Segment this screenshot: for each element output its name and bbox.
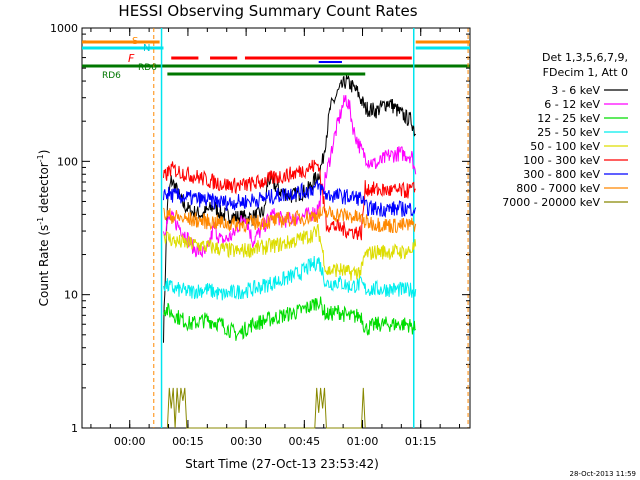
y-axis-label-part-1: Count Rate (s	[37, 225, 51, 307]
timestamp: 28-Oct-2013 11:59	[570, 470, 636, 478]
y-axis-label-exp-2: -1	[36, 154, 45, 162]
x-axis: 00:00 00:15 00:30 00:45 01:00 01:15	[90, 28, 461, 448]
x-tick-label: 00:30	[230, 435, 262, 448]
y-axis-label-part-2: detector	[37, 162, 51, 217]
y-tick-label: 1	[71, 422, 78, 435]
series-line-2	[163, 296, 417, 341]
y-minor-ticks	[82, 33, 470, 389]
x-tick-label: 00:00	[114, 435, 146, 448]
series-line-7	[163, 205, 417, 234]
x-tick-label: 01:15	[405, 435, 437, 448]
flag-label-rd6-b: RD6	[102, 71, 121, 81]
legend-label: 6 - 12 keV	[544, 98, 600, 111]
y-axis: 1 10 100 1000	[50, 22, 470, 435]
series-line-0	[163, 75, 417, 343]
legend-label: 12 - 25 keV	[537, 112, 600, 125]
y-tick-label: 100	[57, 155, 78, 168]
y-tick-label: 10	[64, 289, 78, 302]
y-axis-label: Count Rate (s-1 detector-1)	[36, 150, 51, 307]
legend-header-1: Det 1,3,5,6,7,9,	[542, 51, 628, 64]
plot-frame	[81, 27, 471, 429]
legend-label: 300 - 800 keV	[523, 168, 600, 181]
x-tick-label: 00:45	[288, 435, 320, 448]
flag-label-s: S	[132, 36, 138, 47]
legend-label: 25 - 50 keV	[537, 126, 600, 139]
legend-label: 7000 - 20000 keV	[502, 196, 600, 209]
flag-label-rd6-a: RD6	[138, 63, 157, 73]
flag-label-f: F	[128, 52, 135, 65]
x-axis-label: Start Time (27-Oct-13 23:53:42)	[185, 457, 379, 471]
y-tick-label: 1000	[50, 22, 78, 35]
legend-label: 100 - 300 keV	[523, 154, 600, 167]
x-tick-label: 00:15	[172, 435, 204, 448]
chart-title: HESSI Observing Summary Count Rates	[118, 2, 417, 20]
legend-label: 800 - 7000 keV	[516, 182, 600, 195]
series-line-3	[163, 255, 417, 301]
y-axis-label-exp-1: -1	[36, 217, 45, 225]
legend-label: 50 - 100 keV	[530, 140, 600, 153]
legend-header-2: FDecim 1, Att 0	[543, 66, 628, 79]
series-line-8	[166, 387, 366, 429]
flag-label-n: N	[143, 43, 150, 54]
x-tick-label: 01:00	[347, 435, 379, 448]
plot-area: 00:00 00:15 00:30 00:45 01:00 01:15 1 10 100 100…	[50, 22, 471, 448]
y-axis-label-part-3: )	[37, 150, 51, 155]
series-line-6	[163, 179, 417, 218]
series-line-5	[163, 159, 416, 241]
legend: Det 1,3,5,6,7,9, FDecim 1, Att 0 3 - 6 k…	[502, 51, 628, 209]
legend-label: 3 - 6 keV	[551, 84, 600, 97]
series-lines	[163, 75, 417, 429]
series-line-4	[163, 223, 417, 281]
state-flag-lines	[82, 28, 470, 428]
